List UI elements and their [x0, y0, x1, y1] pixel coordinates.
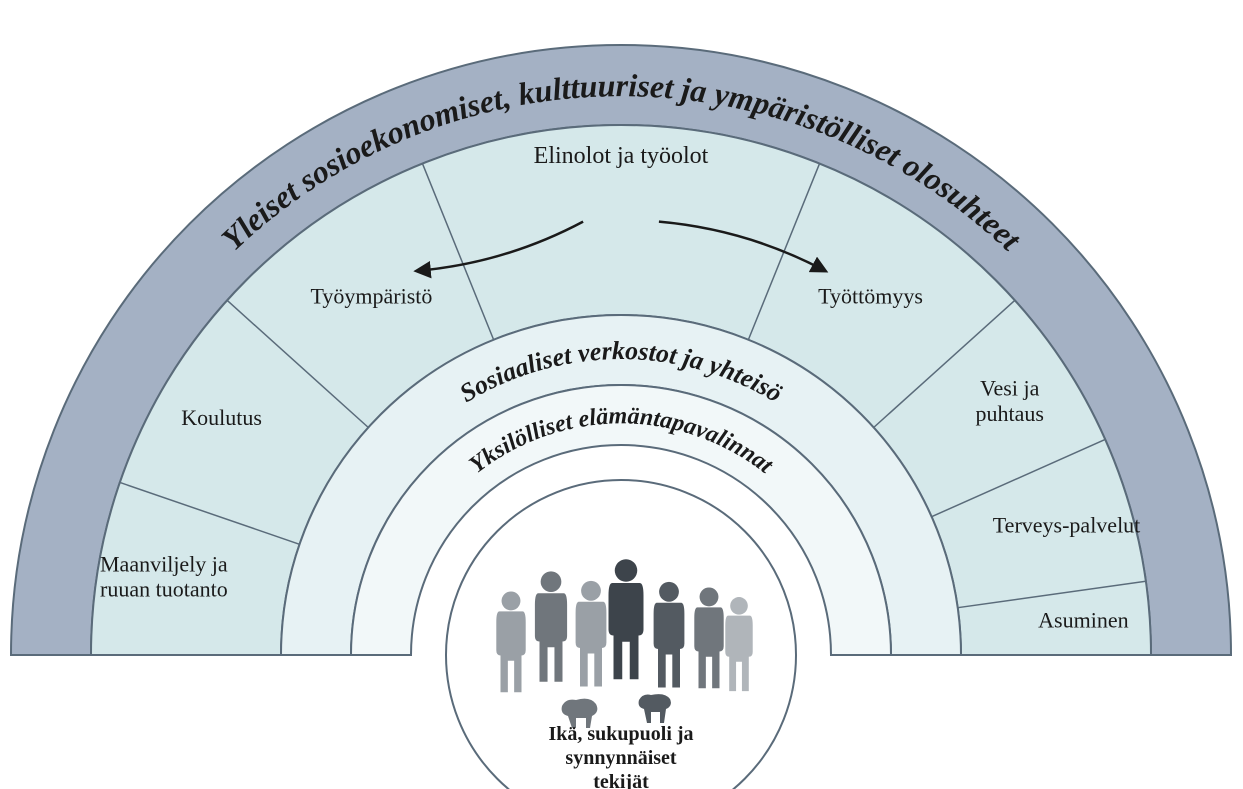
segment-label: Koulutus	[181, 405, 262, 430]
segment-label: Maanviljely jaruuan tuotanto	[100, 551, 228, 601]
living-conditions-title: Elinolot ja työolot	[534, 143, 709, 169]
segment-label: Terveys-palvelut	[993, 512, 1141, 537]
segment-label: Vesi japuhtaus	[975, 376, 1043, 426]
rainbow-diagram: Yleiset sosioekonomiset, kulttuuriset ja…	[0, 0, 1243, 789]
segment-label: Työympäristö	[311, 284, 433, 309]
segment-label: Työttömyys	[818, 284, 923, 309]
segment-label: Asuminen	[1038, 608, 1128, 633]
